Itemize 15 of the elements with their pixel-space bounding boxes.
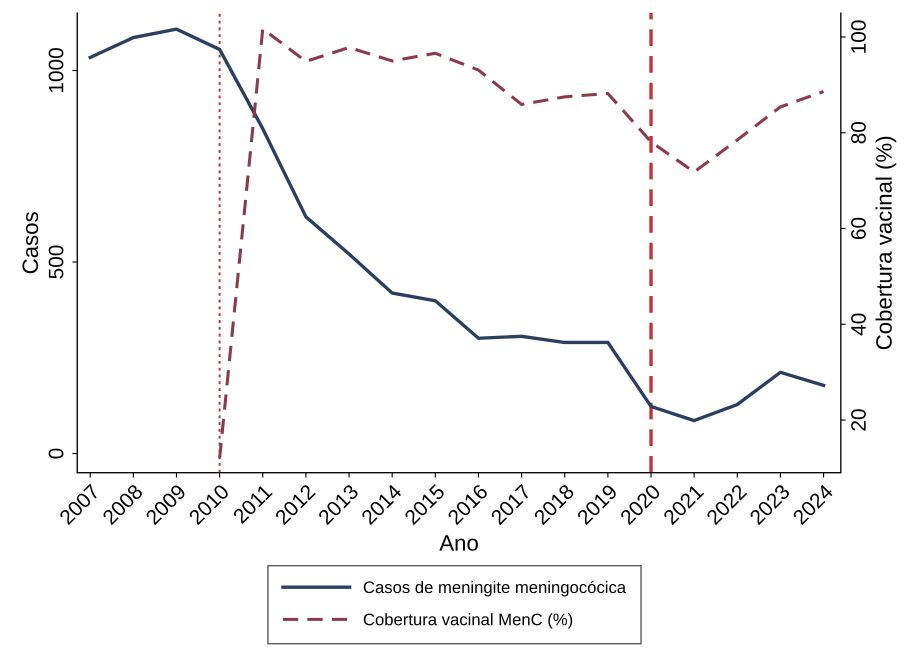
legend-label: Cobertura vacinal MenC (%) (364, 613, 572, 629)
y2-axis-title: Cobertura vacinal (%) (876, 136, 896, 350)
line-series (218, 27, 826, 460)
legend-label: Casos de meningite meningocócica (364, 580, 626, 596)
y-axis-title: Casos (22, 212, 38, 274)
y2-tick-label: 80 (851, 122, 866, 144)
line-series (88, 27, 826, 422)
y-tick-label: 0 (48, 448, 64, 459)
y2-tick-label: 60 (851, 218, 866, 240)
y2-tick-label: 100 (851, 20, 866, 53)
x-axis-title: Ano (439, 535, 478, 551)
y-tick-label: 500 (48, 245, 64, 279)
y2-tick-label: 20 (851, 409, 866, 431)
y-tick-label: 1000 (48, 48, 64, 92)
y2-tick-label: 40 (851, 313, 866, 336)
